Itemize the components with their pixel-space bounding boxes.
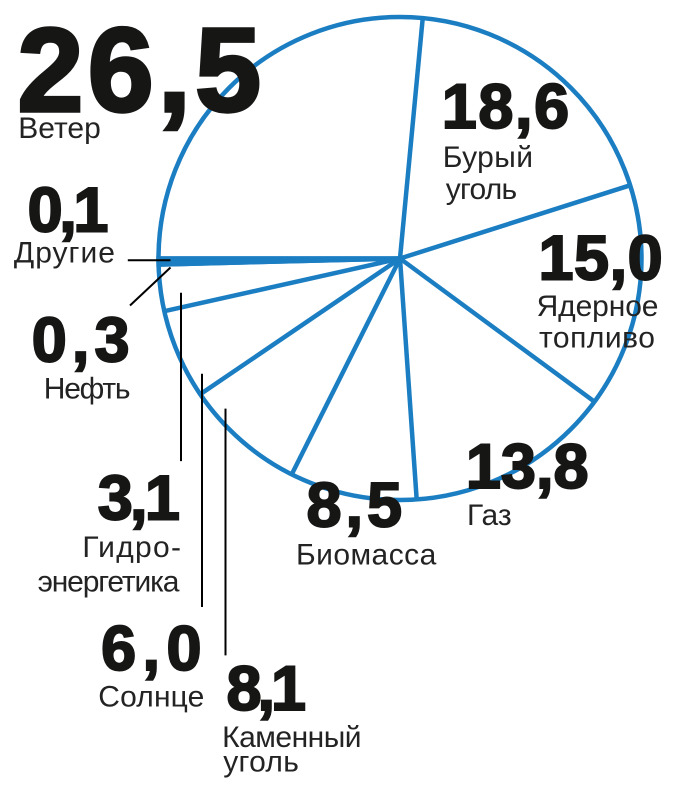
svg-text:13,8: 13,8 [466, 432, 589, 502]
svg-text:Ветер: Ветер [18, 112, 100, 145]
svg-text:15,0: 15,0 [539, 223, 664, 293]
svg-text:Другие: Другие [14, 236, 116, 269]
svg-text:Бурый: Бурый [443, 141, 534, 174]
svg-text:8,5: 8,5 [307, 471, 407, 541]
svg-text:0,1: 0,1 [28, 176, 108, 246]
svg-text:Газ: Газ [467, 499, 512, 532]
svg-text:3,1: 3,1 [98, 463, 179, 533]
svg-text:8,1: 8,1 [227, 654, 306, 724]
svg-text:0,3: 0,3 [32, 306, 135, 376]
svg-text:уголь: уголь [446, 173, 517, 206]
svg-text:Нефть: Нефть [44, 372, 130, 405]
svg-text:энергетика: энергетика [38, 565, 180, 598]
svg-text:топливо: топливо [539, 321, 655, 354]
svg-text:6,0: 6,0 [101, 614, 208, 684]
svg-text:Биомасса: Биомасса [296, 539, 437, 572]
svg-text:Ядерное: Ядерное [537, 290, 659, 323]
svg-text:18,6: 18,6 [442, 72, 571, 142]
svg-text:26,5: 26,5 [18, 5, 266, 137]
svg-text:Гидро-: Гидро- [82, 531, 182, 564]
svg-text:Солнце: Солнце [98, 680, 204, 713]
svg-text:уголь: уголь [223, 746, 299, 779]
svg-text:Каменный: Каменный [222, 721, 361, 754]
